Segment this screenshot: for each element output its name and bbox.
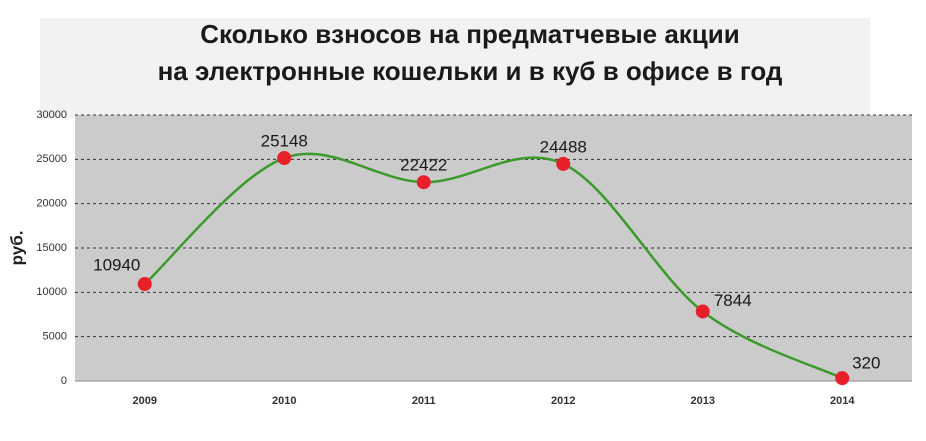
x-tick-label: 2013: [691, 395, 715, 407]
marker: [695, 304, 710, 319]
value-label: 10940: [93, 255, 140, 274]
y-tick-label: 5000: [43, 331, 67, 343]
y-tick-label: 15000: [36, 242, 67, 254]
x-tick-label: 2009: [133, 395, 157, 407]
chart-title: на электронные кошельки и в куб в офисе …: [158, 56, 783, 86]
x-tick-label: 2012: [551, 395, 575, 407]
y-tick-label: 20000: [36, 198, 67, 210]
y-axis-label: руб.: [7, 231, 26, 266]
plot-area: [75, 115, 912, 381]
x-tick-label: 2014: [830, 395, 855, 407]
y-tick-label: 30000: [36, 109, 67, 121]
value-label: 24488: [540, 137, 587, 156]
chart-title: Сколько взносов на предматчевые акции: [200, 19, 740, 49]
marker: [556, 156, 571, 171]
line: [143, 152, 843, 380]
x-tick-label: 2011: [412, 395, 436, 407]
marker: [416, 175, 431, 190]
photo-backdrop: [40, 18, 870, 118]
value-label: 22422: [400, 156, 447, 175]
y-tick-label: 0: [61, 375, 67, 387]
marker: [835, 371, 850, 386]
x-tick-label: 2010: [272, 395, 296, 407]
value-label: 25148: [261, 132, 308, 151]
value-label: 320: [852, 354, 880, 373]
marker: [137, 276, 152, 291]
y-tick-label: 25000: [36, 153, 67, 165]
value-label: 7844: [714, 291, 752, 310]
y-tick-label: 10000: [36, 286, 67, 298]
marker: [277, 151, 292, 166]
